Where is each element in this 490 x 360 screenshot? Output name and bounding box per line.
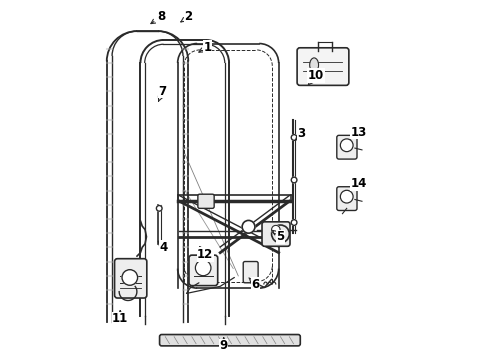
- Circle shape: [156, 206, 162, 211]
- FancyBboxPatch shape: [115, 259, 147, 298]
- Circle shape: [271, 225, 289, 243]
- Text: 14: 14: [350, 177, 368, 190]
- FancyBboxPatch shape: [198, 194, 214, 208]
- Text: 9: 9: [220, 338, 228, 352]
- Circle shape: [271, 225, 280, 234]
- Text: 12: 12: [197, 247, 214, 261]
- Text: 10: 10: [308, 69, 324, 85]
- Text: 7: 7: [158, 85, 167, 101]
- Circle shape: [341, 139, 353, 152]
- Text: 5: 5: [272, 230, 285, 243]
- FancyBboxPatch shape: [189, 255, 218, 285]
- Text: 13: 13: [350, 126, 368, 139]
- Text: 3: 3: [295, 127, 306, 141]
- FancyBboxPatch shape: [337, 135, 357, 159]
- Text: 6: 6: [249, 278, 260, 291]
- Circle shape: [291, 220, 297, 225]
- Circle shape: [196, 260, 211, 276]
- Circle shape: [122, 270, 138, 285]
- Text: 11: 11: [112, 311, 128, 325]
- FancyBboxPatch shape: [243, 261, 258, 283]
- Circle shape: [242, 220, 255, 233]
- FancyBboxPatch shape: [262, 222, 290, 246]
- Text: 2: 2: [181, 10, 193, 23]
- Circle shape: [291, 177, 297, 183]
- Text: 4: 4: [158, 241, 168, 254]
- FancyBboxPatch shape: [160, 334, 300, 346]
- Ellipse shape: [310, 58, 318, 72]
- Text: 1: 1: [199, 41, 212, 54]
- FancyBboxPatch shape: [297, 48, 349, 85]
- Circle shape: [291, 135, 297, 140]
- FancyBboxPatch shape: [337, 187, 357, 211]
- Circle shape: [341, 190, 353, 203]
- Text: 8: 8: [151, 10, 165, 24]
